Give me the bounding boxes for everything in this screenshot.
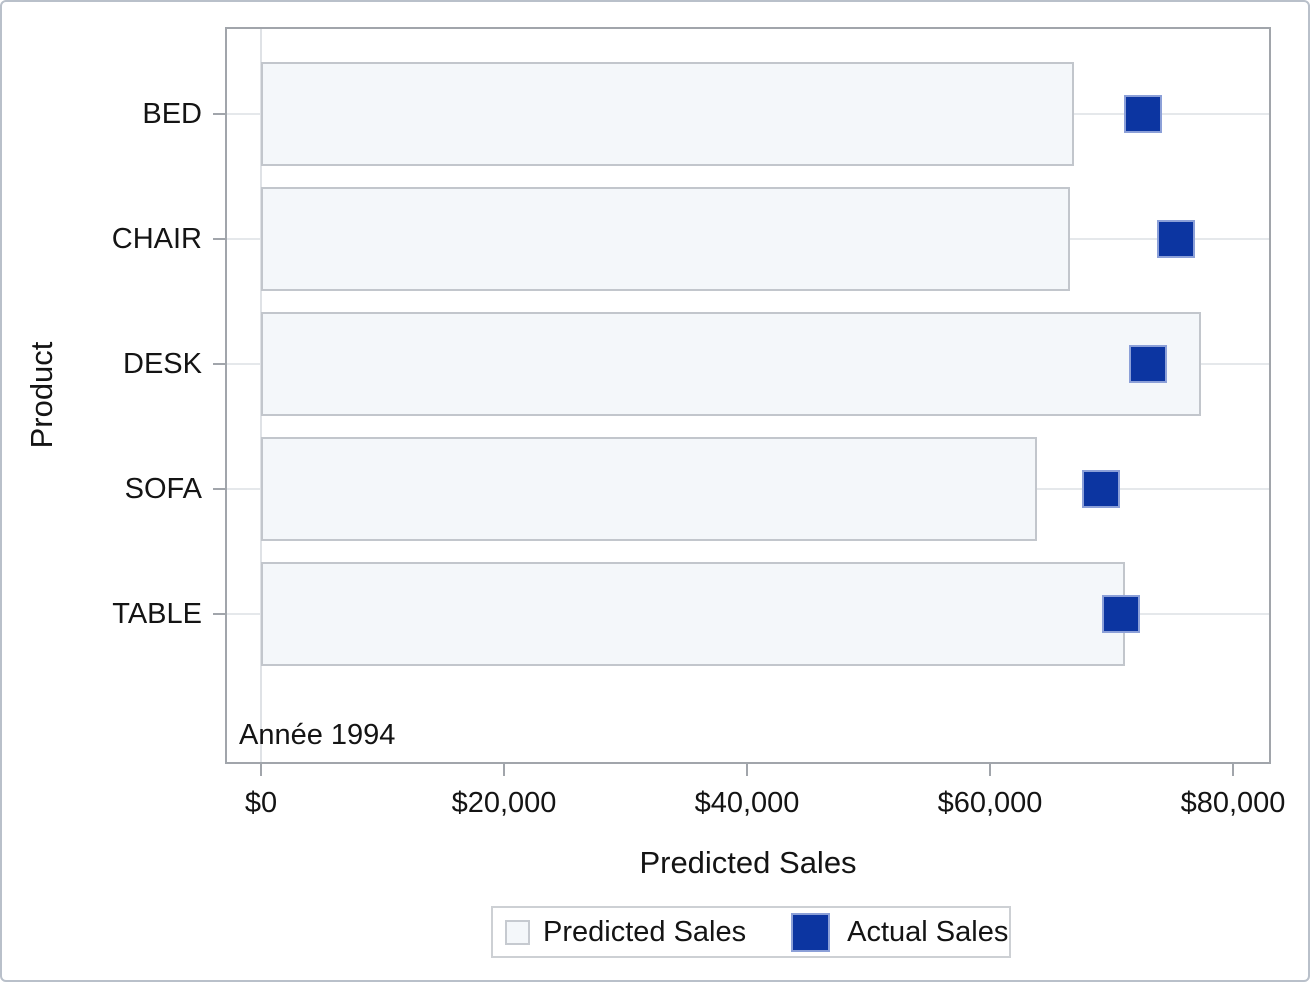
legend: Predicted Sales Actual Sales [491,906,1011,958]
actual-sales-marker [1124,95,1163,133]
plot-area: Année 1994 [225,27,1271,764]
x-axis-tick [503,764,505,776]
x-tick-label: $20,000 [451,787,557,819]
x-axis-tick [1232,764,1234,776]
x-tick-label: $40,000 [694,787,800,819]
category-label: SOFA [124,473,202,505]
x-tick-label: $80,000 [1180,787,1286,819]
legend-swatch-actual-sales [791,912,831,952]
category-label: TABLE [112,598,202,630]
legend-label-actual-sales: Actual Sales [847,915,1009,948]
y-axis-tick [213,488,225,490]
x-axis-tick [989,764,991,776]
x-axis-title: Predicted Sales [639,845,857,880]
x-tick-label: $60,000 [937,787,1043,819]
x-tick-label: $0 [244,787,278,819]
category-label: CHAIR [111,223,202,255]
category-label: BED [142,98,202,130]
y-axis-tick [213,113,225,115]
legend-label-predicted-sales: Predicted Sales [543,915,747,948]
actual-sales-marker [1081,470,1120,508]
actual-sales-marker [1102,595,1141,633]
legend-swatch-predicted-sales [505,919,530,945]
predicted-sales-bar [261,62,1074,166]
actual-sales-marker [1156,220,1195,258]
x-axis-tick [746,764,748,776]
y-axis-tick [213,363,225,365]
predicted-sales-bar [261,562,1125,666]
predicted-sales-bar [261,437,1038,541]
year-annotation: Année 1994 [239,719,396,751]
predicted-sales-bar [261,187,1071,291]
y-axis-tick [213,238,225,240]
predicted-sales-bar [261,312,1202,416]
category-label: DESK [123,348,202,380]
actual-sales-marker [1128,345,1167,383]
y-axis-tick [213,613,225,615]
x-axis-tick [260,764,262,776]
